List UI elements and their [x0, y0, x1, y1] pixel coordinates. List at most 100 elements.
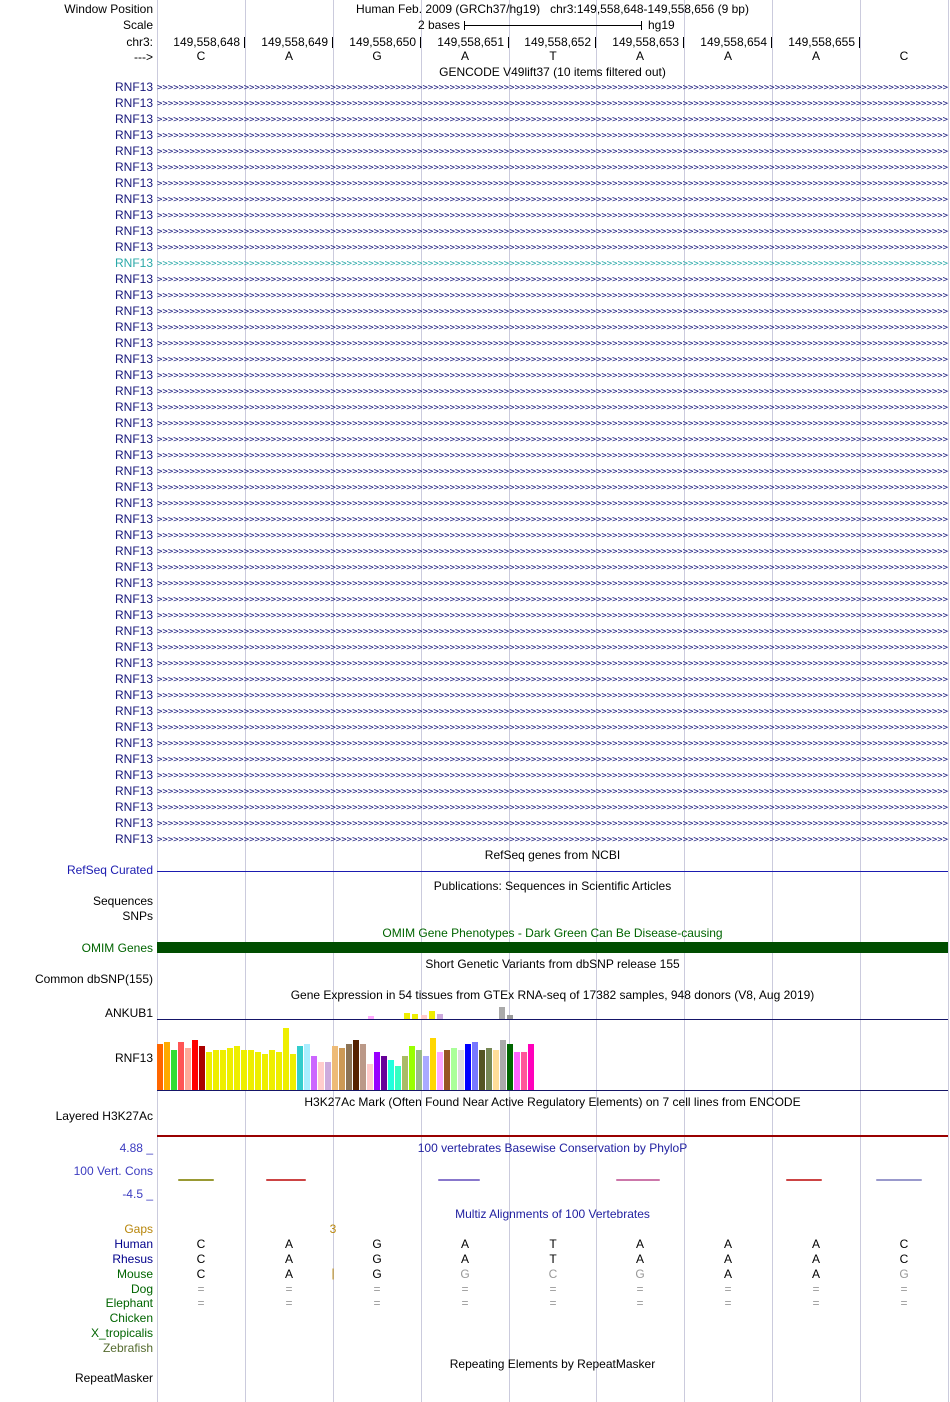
- gene-row-arrows[interactable]: >>>>>>>>>>>>>>>>>>>>>>>>>>>>>>>>>>>>>>>>…: [157, 483, 948, 493]
- gene-row-label[interactable]: RNF13: [114, 560, 153, 574]
- gtex-bar-small[interactable]: [368, 1016, 374, 1019]
- gtex-bar-small[interactable]: [404, 1013, 410, 1019]
- gtex-bar[interactable]: [311, 1056, 317, 1090]
- gene-row-label[interactable]: RNF13: [114, 752, 153, 766]
- publications-snps-label[interactable]: SNPs: [122, 909, 153, 923]
- gtex-bar[interactable]: [213, 1050, 219, 1090]
- gtex-bar[interactable]: [430, 1038, 436, 1090]
- gene-row-arrows[interactable]: >>>>>>>>>>>>>>>>>>>>>>>>>>>>>>>>>>>>>>>>…: [157, 451, 948, 461]
- gtex-bar[interactable]: [346, 1044, 352, 1090]
- gene-row-arrows[interactable]: >>>>>>>>>>>>>>>>>>>>>>>>>>>>>>>>>>>>>>>>…: [157, 419, 948, 429]
- species-label[interactable]: Dog: [130, 1282, 153, 1296]
- gene-row-label[interactable]: RNF13: [114, 816, 153, 830]
- gene-row-arrows[interactable]: >>>>>>>>>>>>>>>>>>>>>>>>>>>>>>>>>>>>>>>>…: [157, 739, 948, 749]
- gene-row-arrows[interactable]: >>>>>>>>>>>>>>>>>>>>>>>>>>>>>>>>>>>>>>>>…: [157, 515, 948, 525]
- common-dbsnp-label[interactable]: Common dbSNP(155): [34, 972, 153, 986]
- gene-row-arrows[interactable]: >>>>>>>>>>>>>>>>>>>>>>>>>>>>>>>>>>>>>>>>…: [157, 787, 948, 797]
- gtex-bar[interactable]: [269, 1050, 275, 1090]
- gene-row-arrows[interactable]: >>>>>>>>>>>>>>>>>>>>>>>>>>>>>>>>>>>>>>>>…: [157, 195, 948, 205]
- gtex-bar[interactable]: [521, 1052, 527, 1090]
- gtex-bar[interactable]: [437, 1052, 443, 1090]
- repeatmasker-track-header[interactable]: Repeating Elements by RepeatMasker: [449, 1357, 656, 1371]
- gtex-bar-small[interactable]: [507, 1015, 513, 1019]
- gtex-bar[interactable]: [164, 1042, 170, 1090]
- species-label[interactable]: Zebrafish: [102, 1341, 153, 1355]
- gtex-bar[interactable]: [318, 1062, 324, 1090]
- gtex-bar[interactable]: [423, 1056, 429, 1090]
- gtex-bar[interactable]: [360, 1044, 366, 1090]
- gtex-bar-small[interactable]: [437, 1014, 443, 1019]
- gene-row-arrows[interactable]: >>>>>>>>>>>>>>>>>>>>>>>>>>>>>>>>>>>>>>>>…: [157, 99, 948, 109]
- gene-row-label[interactable]: RNF13: [114, 304, 153, 318]
- species-label[interactable]: Human: [114, 1237, 153, 1251]
- species-label[interactable]: Rhesus: [112, 1252, 153, 1266]
- phylop-track-header[interactable]: 100 vertebrates Basewise Conservation by…: [417, 1141, 688, 1155]
- gene-row-arrows[interactable]: >>>>>>>>>>>>>>>>>>>>>>>>>>>>>>>>>>>>>>>>…: [157, 147, 948, 157]
- gtex-bar-small[interactable]: [412, 1014, 418, 1019]
- gtex-bar[interactable]: [178, 1042, 184, 1090]
- gene-row-arrows[interactable]: >>>>>>>>>>>>>>>>>>>>>>>>>>>>>>>>>>>>>>>>…: [157, 643, 948, 653]
- gene-row-arrows[interactable]: >>>>>>>>>>>>>>>>>>>>>>>>>>>>>>>>>>>>>>>>…: [157, 291, 948, 301]
- gene-row-arrows[interactable]: >>>>>>>>>>>>>>>>>>>>>>>>>>>>>>>>>>>>>>>>…: [157, 547, 948, 557]
- gtex-bar[interactable]: [234, 1046, 240, 1090]
- gene-row-arrows[interactable]: >>>>>>>>>>>>>>>>>>>>>>>>>>>>>>>>>>>>>>>>…: [157, 531, 948, 541]
- gene-row-arrows[interactable]: >>>>>>>>>>>>>>>>>>>>>>>>>>>>>>>>>>>>>>>>…: [157, 355, 948, 365]
- gene-row-arrows[interactable]: >>>>>>>>>>>>>>>>>>>>>>>>>>>>>>>>>>>>>>>>…: [157, 163, 948, 173]
- gene-row-arrows[interactable]: >>>>>>>>>>>>>>>>>>>>>>>>>>>>>>>>>>>>>>>>…: [157, 579, 948, 589]
- gtex-bar[interactable]: [458, 1050, 464, 1090]
- gtex-bar[interactable]: [199, 1046, 205, 1090]
- gtex-bar[interactable]: [367, 1064, 373, 1090]
- gene-row-label[interactable]: RNF13: [114, 496, 153, 510]
- gtex-bar[interactable]: [395, 1066, 401, 1090]
- gtex-bar[interactable]: [248, 1050, 254, 1090]
- gene-row-label[interactable]: RNF13: [114, 672, 153, 686]
- gene-row-arrows[interactable]: >>>>>>>>>>>>>>>>>>>>>>>>>>>>>>>>>>>>>>>>…: [157, 387, 948, 397]
- gene-row-arrows[interactable]: >>>>>>>>>>>>>>>>>>>>>>>>>>>>>>>>>>>>>>>>…: [157, 803, 948, 813]
- publications-sequences-label[interactable]: Sequences: [92, 894, 153, 908]
- gene-row-arrows[interactable]: >>>>>>>>>>>>>>>>>>>>>>>>>>>>>>>>>>>>>>>>…: [157, 707, 948, 717]
- gene-row-label[interactable]: RNF13: [114, 144, 153, 158]
- gene-row-label[interactable]: RNF13: [114, 528, 153, 542]
- gtex-bar[interactable]: [297, 1046, 303, 1090]
- gtex-bar[interactable]: [283, 1028, 289, 1090]
- gtex-bar[interactable]: [479, 1050, 485, 1090]
- gene-row-label[interactable]: RNF13: [114, 400, 153, 414]
- gene-row-label[interactable]: RNF13: [114, 688, 153, 702]
- gtex-bar[interactable]: [500, 1040, 506, 1090]
- gene-row-arrows[interactable]: >>>>>>>>>>>>>>>>>>>>>>>>>>>>>>>>>>>>>>>>…: [157, 435, 948, 445]
- species-label[interactable]: Mouse: [116, 1267, 153, 1281]
- gene-row-label[interactable]: RNF13: [114, 96, 153, 110]
- gene-row-arrows[interactable]: >>>>>>>>>>>>>>>>>>>>>>>>>>>>>>>>>>>>>>>>…: [157, 563, 948, 573]
- gene-row-label[interactable]: RNF13: [114, 224, 153, 238]
- gene-row-label[interactable]: RNF13: [114, 336, 153, 350]
- gene-row-label[interactable]: RNF13: [114, 576, 153, 590]
- gene-row-label[interactable]: RNF13: [114, 784, 153, 798]
- gene-row-label[interactable]: RNF13: [114, 512, 153, 526]
- gene-row-label[interactable]: RNF13: [114, 416, 153, 430]
- species-label[interactable]: Elephant: [105, 1296, 153, 1310]
- gene-row-label[interactable]: RNF13: [114, 640, 153, 654]
- gene-row-label[interactable]: RNF13: [114, 208, 153, 222]
- gene-row-label[interactable]: RNF13: [114, 704, 153, 718]
- gtex-bar[interactable]: [444, 1050, 450, 1090]
- gene-row-arrows[interactable]: >>>>>>>>>>>>>>>>>>>>>>>>>>>>>>>>>>>>>>>>…: [157, 227, 948, 237]
- gtex-bar[interactable]: [493, 1050, 499, 1090]
- species-label[interactable]: X_tropicalis: [90, 1326, 153, 1340]
- gene-row-arrows[interactable]: >>>>>>>>>>>>>>>>>>>>>>>>>>>>>>>>>>>>>>>>…: [157, 675, 948, 685]
- gtex-bar[interactable]: [528, 1044, 534, 1090]
- gene-row-label[interactable]: RNF13: [114, 288, 153, 302]
- ankub1-label[interactable]: ANKUB1: [104, 1006, 153, 1020]
- gene-row-arrows[interactable]: >>>>>>>>>>>>>>>>>>>>>>>>>>>>>>>>>>>>>>>>…: [157, 595, 948, 605]
- gtex-bar[interactable]: [374, 1052, 380, 1090]
- gene-row-arrows[interactable]: >>>>>>>>>>>>>>>>>>>>>>>>>>>>>>>>>>>>>>>>…: [157, 275, 948, 285]
- gtex-bar[interactable]: [381, 1056, 387, 1090]
- gtex-bar[interactable]: [157, 1044, 163, 1090]
- gtex-bar[interactable]: [451, 1048, 457, 1090]
- gtex-bar[interactable]: [171, 1050, 177, 1090]
- gtex-bar[interactable]: [486, 1048, 492, 1090]
- gencode-track-header[interactable]: GENCODE V49lift37 (10 items filtered out…: [439, 65, 666, 79]
- gene-row-label[interactable]: RNF13: [114, 800, 153, 814]
- gene-row-label[interactable]: RNF13: [114, 160, 153, 174]
- refseq-curated-label[interactable]: RefSeq Curated: [66, 863, 153, 877]
- gene-row-label[interactable]: RNF13: [114, 624, 153, 638]
